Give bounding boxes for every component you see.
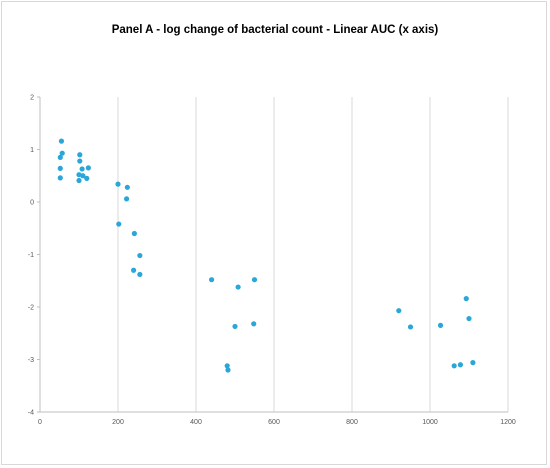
- y-tick-label: 2: [30, 95, 34, 102]
- x-tick-label: 1200: [500, 419, 516, 426]
- y-tick-label: 1: [30, 147, 34, 154]
- data-point: [58, 138, 65, 144]
- data-point: [232, 323, 238, 330]
- data-point: [76, 177, 82, 184]
- data-point: [407, 324, 414, 330]
- data-point: [470, 360, 476, 366]
- data-point: [235, 284, 241, 290]
- data-point: [251, 321, 257, 327]
- data-point: [131, 230, 137, 237]
- data-point: [437, 322, 444, 328]
- data-point: [115, 181, 121, 187]
- data-point: [137, 271, 143, 278]
- y-tick-label: -3: [28, 357, 34, 364]
- data-point: [124, 184, 130, 190]
- y-tick-label: -2: [28, 305, 34, 312]
- x-tick-label: 800: [346, 419, 358, 426]
- data-point: [84, 175, 90, 181]
- chart-title: Panel A - log change of bacterial count …: [111, 24, 439, 36]
- data-point: [57, 175, 63, 181]
- data-point: [131, 267, 137, 273]
- data-point: [225, 367, 231, 373]
- data-point: [79, 166, 85, 172]
- x-tick-label: 0: [38, 419, 42, 426]
- data-point: [396, 308, 402, 314]
- x-tick-label: 400: [190, 419, 202, 426]
- data-point: [251, 277, 258, 283]
- data-point: [59, 150, 65, 156]
- data-point: [209, 277, 215, 283]
- data-point: [76, 172, 82, 178]
- data-point: [77, 158, 83, 164]
- x-tick-label: 600: [268, 419, 280, 426]
- data-point: [137, 252, 143, 259]
- data-point: [463, 296, 469, 302]
- data-point: [123, 196, 130, 202]
- data-point: [457, 362, 464, 368]
- data-point: [224, 363, 230, 369]
- data-point: [85, 165, 91, 171]
- data-point: [77, 152, 83, 158]
- data-point: [116, 221, 122, 227]
- y-tick-label: 0: [30, 200, 34, 207]
- data-point: [451, 363, 457, 369]
- x-tick-label: 200: [112, 419, 124, 426]
- data-point: [80, 173, 86, 179]
- data-point: [57, 165, 63, 171]
- x-tick-label: 1000: [422, 419, 438, 426]
- data-point: [466, 315, 472, 322]
- y-tick-label: -4: [28, 410, 34, 417]
- y-tick-label: -1: [28, 252, 34, 259]
- data-point: [57, 154, 63, 160]
